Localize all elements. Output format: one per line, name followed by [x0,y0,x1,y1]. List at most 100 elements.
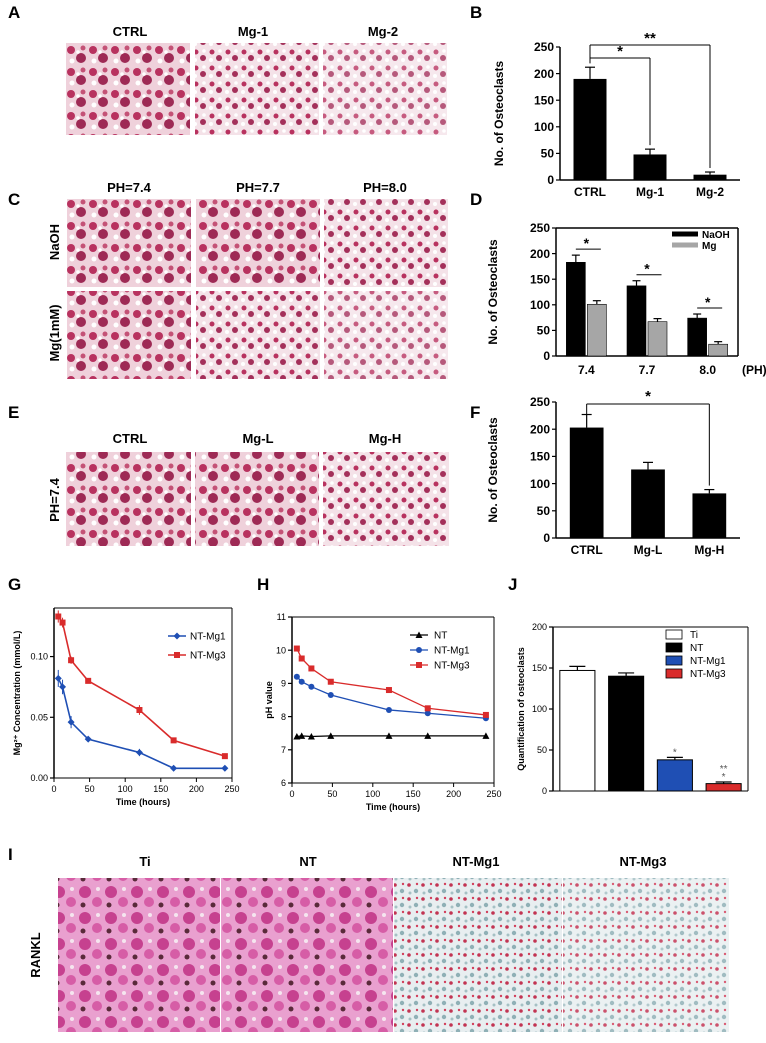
D-bar-mg [647,321,668,357]
J-sig-mark: * [722,772,726,783]
J-bar-nt-mg3 [705,783,742,792]
micrograph-c-mg-77 [196,291,320,379]
D-x-tick-label: 7.7 [639,363,656,377]
J-y-axis-title: Quantification of osteoclasts [516,647,526,771]
H-legend-marker [415,631,423,638]
H-x-axis-title: Time (hours) [366,802,420,812]
D-legend-label: Mg [702,241,716,252]
B-y-tick-label: 150 [534,93,554,107]
G-point [59,619,66,626]
B-y-tick-label: 200 [534,67,554,81]
J-bar-ti [559,669,596,792]
panel-label-f: F [470,403,480,422]
H-y-tick-label: 10 [276,645,286,655]
J-legend-label: NT-Mg1 [690,656,726,667]
G-point [135,749,143,756]
panel-label-g: G [8,575,21,594]
H-legend-marker [416,662,422,668]
panel-c-row-naoh: NaOH [47,224,62,260]
J-legend-label: NT [690,643,703,654]
H-point [298,678,305,685]
H-point [327,692,334,699]
G-y-tick-label: 0.00 [30,773,48,783]
panel-label-h: H [257,575,269,594]
D-y-tick-label: 200 [530,247,550,261]
D-bar-naoh [566,262,586,357]
panel-label-d: D [470,190,482,209]
H-y-tick-label: 6 [281,778,286,788]
D-x-unit: (PH) [742,363,766,377]
F-x-tick-label: CTRL [571,543,603,557]
D-y-axis-title: No. of Osteoclasts [486,239,500,345]
D-bar-mg [708,343,728,357]
micrograph-c-mg-80 [324,291,448,379]
H-point [308,683,315,690]
panel-i-row-rankl: RANKL [28,932,43,978]
H-y-axis-title: pH value [264,681,274,719]
panel-e-col-mgl: Mg-L [242,431,273,446]
H-point [327,732,335,739]
J-legend-swatch [665,642,683,653]
G-point [55,613,62,620]
H-x-tick-label: 50 [327,789,337,799]
H-x-tick-label: 200 [446,789,461,799]
B-x-tick-label: Mg-2 [696,185,724,199]
panel-c-col-ph74: PH=7.4 [107,180,151,195]
B-sig-mark: ** [644,30,656,47]
H-point [293,733,301,740]
G-x-tick-label: 0 [51,784,56,794]
H-point [293,673,300,680]
G-point [84,735,92,743]
F-bar [631,469,665,538]
J-y-tick-label: 0 [542,786,547,796]
G-legend-label: NT-Mg3 [190,651,226,662]
H-point [298,655,305,662]
micrograph-e-mgl [195,452,319,546]
J-legend-swatch [665,655,683,666]
H-point [385,732,393,739]
H-legend-label: NT-Mg3 [434,661,470,672]
panel-i-col-nt: NT [299,854,316,869]
panel-c-col-ph80: PH=8.0 [363,180,407,195]
G-x-axis-title: Time (hours) [116,797,170,807]
G-point [221,753,228,760]
panel-a-col-mg2: Mg-2 [368,24,398,39]
panel-label-i: I [8,845,13,864]
H-point [327,678,334,685]
H-legend-label: NT [434,631,447,642]
micrograph-c-naoh-80 [324,199,448,287]
H-x-tick-label: 150 [406,789,421,799]
F-y-tick-label: 150 [530,450,550,464]
panel-i-col-ntmg1: NT-Mg1 [453,854,500,869]
H-legend-label: NT-Mg1 [434,646,470,657]
panel-i-col-ti: Ti [139,854,150,869]
H-y-tick-label: 7 [281,745,286,755]
F-x-tick-label: Mg-L [634,543,663,557]
G-x-tick-label: 50 [85,784,95,794]
panel-c-col-ph77: PH=7.7 [236,180,280,195]
D-y-tick-label: 0 [543,349,550,363]
B-sig-mark: * [617,43,623,60]
panel-label-a: A [8,3,20,22]
J-bar-nt-mg1 [656,759,693,792]
H-y-tick-label: 9 [281,679,286,689]
G-point [170,764,178,772]
G-y-tick-label: 0.05 [30,712,48,722]
micrograph-c-naoh-74 [67,199,191,287]
D-sig-mark: * [644,261,650,277]
H-point [293,645,300,652]
H-point [308,665,315,672]
B-x-tick-label: CTRL [574,185,606,199]
H-y-tick-label: 8 [281,712,286,722]
G-point [221,764,229,772]
D-x-tick-label: 8.0 [699,363,716,377]
G-point [68,657,75,664]
G-legend-marker [173,632,181,640]
J-y-tick-label: 200 [532,622,547,632]
G-legend-label: NT-Mg1 [190,632,226,643]
D-y-tick-label: 150 [530,272,550,286]
B-x-tick-label: Mg-1 [636,185,664,199]
G-point [54,674,62,682]
H-x-tick-label: 100 [365,789,380,799]
